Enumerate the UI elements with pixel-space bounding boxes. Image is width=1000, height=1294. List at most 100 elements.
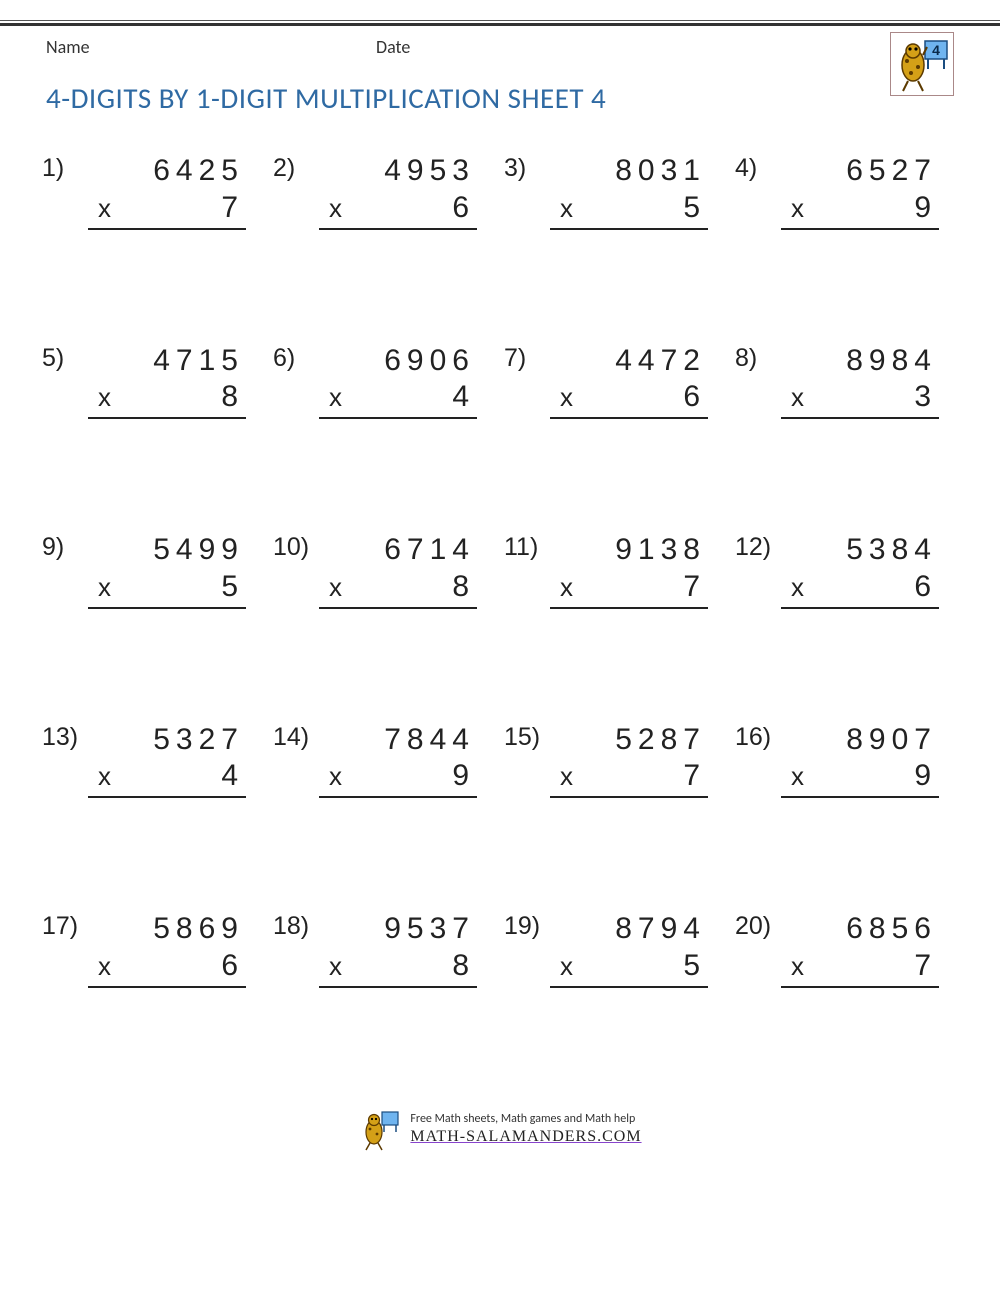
problem-body: 9537x8 [319, 910, 477, 988]
problem-body: 4953x6 [319, 152, 477, 230]
problem: 15)5287x7 [504, 721, 731, 799]
top-divider [0, 20, 1000, 26]
name-label: Name [46, 36, 376, 58]
multiplier-row: x4 [88, 758, 246, 798]
problem-number: 13) [42, 721, 88, 752]
problem-number: 10) [273, 531, 319, 562]
footer-logo-icon [358, 1108, 402, 1152]
problems-grid: 1)6425x72)4953x63)8031x54)6527x95)4715x8… [0, 152, 1000, 988]
problem-number: 6) [273, 342, 319, 373]
multiplier-row: x5 [550, 190, 708, 230]
multiplicand: 4472 [550, 342, 708, 380]
multiplicand: 9537 [319, 910, 477, 948]
problem-number: 5) [42, 342, 88, 373]
problem-number: 20) [735, 910, 781, 941]
multiplier-row: x7 [550, 569, 708, 609]
problem-body: 5869x6 [88, 910, 246, 988]
worksheet-page: Name Date 4 4-DIGITS BY [0, 20, 1000, 1177]
multiplier: 7 [914, 948, 937, 984]
multiplier: 5 [683, 190, 706, 226]
problem: 8)8984x3 [735, 342, 962, 420]
problem: 19)8794x5 [504, 910, 731, 988]
problem-body: 6856x 7 [781, 910, 939, 988]
footer: Free Math sheets, Math games and Math he… [0, 1108, 1000, 1177]
multiplier: 6 [221, 948, 244, 984]
multiply-sign: x [791, 761, 804, 792]
multiplier: 5 [221, 569, 244, 605]
multiplier: 3 [914, 379, 937, 415]
multiplier-row: x9 [781, 758, 939, 798]
problem: 9)5499x 5 [42, 531, 269, 609]
problem-body: 5499x 5 [88, 531, 246, 609]
multiplicand: 6906 [319, 342, 477, 380]
problem-body: 5327x4 [88, 721, 246, 799]
multiplicand: 7844 [319, 721, 477, 759]
multiplier: 8 [452, 948, 475, 984]
multiplier-row: x5 [550, 948, 708, 988]
multiplier-row: x3 [781, 379, 939, 419]
problem-number: 14) [273, 721, 319, 752]
multiplier-row: x6 [550, 379, 708, 419]
problem: 13)5327x4 [42, 721, 269, 799]
problem-number: 12) [735, 531, 781, 562]
multiplicand: 8984 [781, 342, 939, 380]
multiplier: 7 [221, 190, 244, 226]
problem: 18)9537x8 [273, 910, 500, 988]
multiplier-row: x9 [781, 190, 939, 230]
multiplier-row: x7 [88, 190, 246, 230]
problem-body: 5287x7 [550, 721, 708, 799]
multiplier: 8 [221, 379, 244, 415]
problem: 16)8907x9 [735, 721, 962, 799]
multiplicand: 6714 [319, 531, 477, 569]
multiplier-row: x8 [88, 379, 246, 419]
multiply-sign: x [791, 193, 804, 224]
multiplier: 4 [452, 379, 475, 415]
date-label: Date [376, 36, 410, 58]
multiply-sign: x [329, 572, 342, 603]
problem-number: 1) [42, 152, 88, 183]
multiplier: 5 [683, 948, 706, 984]
problem: 14)7844x9 [273, 721, 500, 799]
multiply-sign: x [329, 193, 342, 224]
multiply-sign: x [98, 193, 111, 224]
multiply-sign: x [329, 951, 342, 982]
multiplier-row: x9 [319, 758, 477, 798]
problem-body: 8031x5 [550, 152, 708, 230]
multiplicand: 4953 [319, 152, 477, 190]
multiplier-row: x6 [781, 569, 939, 609]
problem-number: 3) [504, 152, 550, 183]
multiplicand: 8031 [550, 152, 708, 190]
multiplier: 6 [452, 190, 475, 226]
multiplier-row: x8 [319, 948, 477, 988]
logo-number: 4 [932, 42, 940, 58]
problem-body: 9138x7 [550, 531, 708, 609]
problem: 2)4953x6 [273, 152, 500, 230]
multiplier-row: x6 [319, 190, 477, 230]
multiplicand: 6856 [781, 910, 939, 948]
problem-body: 7844x9 [319, 721, 477, 799]
multiplier: 6 [683, 379, 706, 415]
problem: 20)6856x 7 [735, 910, 962, 988]
footer-tagline: Free Math sheets, Math games and Math he… [410, 1112, 641, 1127]
problem: 12)5384x6 [735, 531, 962, 609]
multiplicand: 5869 [88, 910, 246, 948]
problem-body: 8907x9 [781, 721, 939, 799]
problem-number: 17) [42, 910, 88, 941]
problem-number: 9) [42, 531, 88, 562]
problem-body: 5384x6 [781, 531, 939, 609]
multiplicand: 4715 [88, 342, 246, 380]
multiplicand: 5499 [88, 531, 246, 569]
problem-body: 4472x6 [550, 342, 708, 420]
multiply-sign: x [560, 761, 573, 792]
problem-number: 15) [504, 721, 550, 752]
multiply-sign: x [98, 761, 111, 792]
problem: 7)4472x6 [504, 342, 731, 420]
footer-url: MATH-SALAMANDERS.COM [410, 1127, 641, 1147]
multiplier: 9 [914, 190, 937, 226]
multiplier-row: x7 [550, 758, 708, 798]
multiply-sign: x [329, 382, 342, 413]
multiply-sign: x [98, 572, 111, 603]
multiply-sign: x [791, 382, 804, 413]
multiplicand: 5327 [88, 721, 246, 759]
multiply-sign: x [791, 951, 804, 982]
